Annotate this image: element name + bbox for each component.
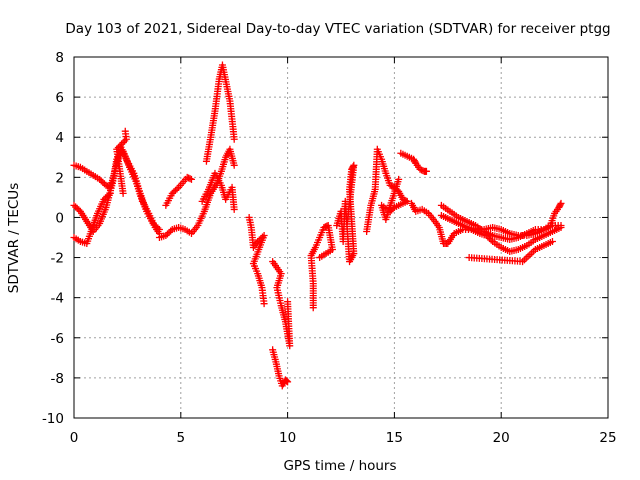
data-point-marker	[557, 221, 565, 229]
data-point-marker	[556, 201, 564, 209]
data-point-marker	[170, 188, 178, 196]
data-point-marker	[283, 377, 291, 385]
data-point-marker	[73, 204, 81, 212]
data-point-marker	[103, 192, 111, 200]
x-tick-label: 0	[70, 430, 79, 446]
x-tick-label: 5	[177, 430, 186, 446]
data-point-marker	[70, 201, 78, 209]
y-tick-label: -4	[51, 291, 64, 307]
plot-frame	[73, 56, 609, 419]
data-point-marker	[171, 186, 179, 194]
data-point-marker	[116, 142, 124, 150]
x-tick-label: 15	[386, 430, 403, 446]
data-point-marker	[106, 189, 114, 197]
data-point-marker	[155, 225, 163, 233]
x-axis-label: GPS time / hours	[283, 458, 396, 474]
data-point-marker	[186, 175, 194, 183]
data-point-marker	[149, 219, 157, 227]
data-point-marker	[114, 144, 122, 152]
y-tick-label: 2	[55, 170, 64, 186]
data-points	[70, 61, 565, 390]
data-point-marker	[395, 175, 403, 183]
data-point-marker	[230, 205, 238, 213]
data-point-marker	[316, 254, 324, 262]
data-point-marker	[152, 222, 160, 230]
y-tick-label: 6	[55, 90, 64, 106]
y-tick-label: -2	[51, 251, 64, 267]
data-point-marker	[343, 217, 351, 225]
data-point-marker	[173, 185, 181, 193]
data-point-marker	[72, 203, 80, 211]
data-point-marker	[230, 161, 238, 169]
data-point-marker	[118, 140, 126, 148]
data-point-marker	[282, 377, 290, 385]
y-tick-label: -10	[42, 411, 64, 427]
y-tick-label: -8	[51, 371, 64, 387]
x-tick-labels: 0 5 10 15 20 25	[70, 430, 617, 446]
data-point-marker	[119, 139, 127, 147]
grid-lines	[74, 57, 608, 418]
data-point-marker	[75, 206, 83, 214]
data-point-marker	[96, 175, 104, 183]
data-point-marker	[105, 191, 113, 199]
y-tick-label: 0	[55, 210, 64, 226]
data-point-marker	[284, 298, 292, 306]
x-tick-label: 25	[599, 430, 616, 446]
data-point-marker	[119, 189, 127, 197]
data-point-marker	[230, 135, 238, 143]
data-point-marker	[122, 135, 130, 143]
data-point-marker	[422, 167, 430, 175]
data-point-marker	[485, 235, 493, 243]
data-point-marker	[151, 221, 159, 229]
data-point-marker	[167, 227, 175, 235]
data-point-marker	[557, 199, 565, 207]
data-point-marker	[99, 178, 107, 186]
data-point-marker	[187, 175, 195, 183]
data-point-marker	[162, 231, 170, 239]
chart-title: Day 103 of 2021, Sidereal Day-to-day VTE…	[65, 21, 610, 37]
axis-ticks	[73, 56, 609, 419]
x-tick-label: 20	[493, 430, 510, 446]
y-tick-label: 8	[55, 50, 64, 66]
y-tick-label: -6	[51, 331, 64, 347]
data-point-marker	[284, 378, 292, 386]
data-point-marker	[163, 230, 171, 238]
data-point-marker	[165, 228, 173, 236]
data-point-marker	[168, 189, 176, 197]
y-tick-labels: -10 -8 -6 -4 -2 0 2 4 6 8	[42, 50, 64, 427]
data-point-marker	[102, 194, 110, 202]
data-point-marker	[121, 137, 129, 145]
y-axis-label: SDTVAR / TECUs	[6, 183, 22, 293]
x-tick-label: 10	[279, 430, 296, 446]
data-point-marker	[260, 300, 268, 308]
y-tick-label: 4	[55, 130, 64, 146]
data-point-marker	[154, 224, 162, 232]
data-point-marker	[97, 177, 105, 185]
data-point-marker	[548, 238, 556, 246]
data-point-marker	[100, 195, 108, 203]
